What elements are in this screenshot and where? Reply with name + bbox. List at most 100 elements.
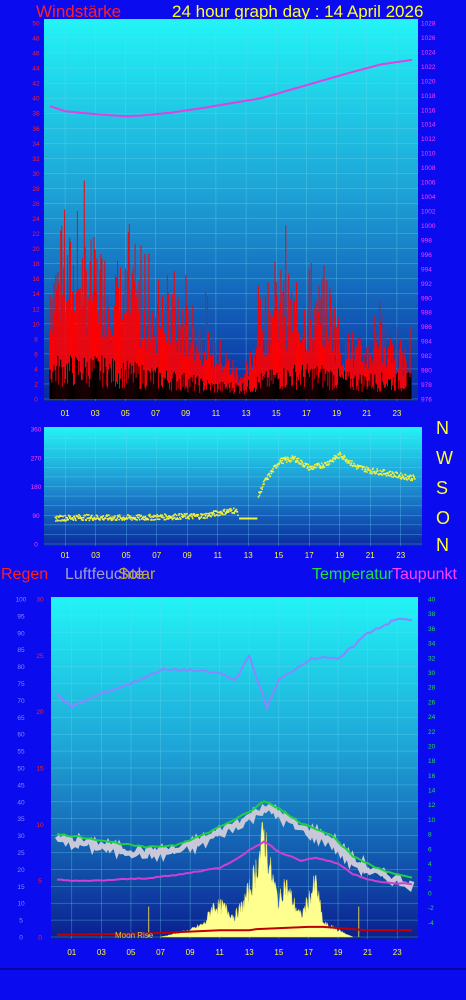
direction-point [118, 514, 121, 516]
direction-point [163, 516, 165, 519]
direction-point [68, 515, 71, 518]
direction-point [96, 515, 99, 518]
pressure-line [49, 58, 413, 118]
wind-y-tick: 30 [32, 171, 40, 178]
direction-point [164, 518, 167, 521]
wind-y-tick: 18 [32, 261, 40, 268]
humidity-y-tick: 15 [17, 884, 25, 891]
wind-y-tick: 0 [34, 397, 38, 404]
temperature-y-tick: 38 [428, 611, 436, 618]
direction-point [310, 467, 313, 470]
direction-point [174, 513, 176, 515]
direction-point [376, 470, 379, 472]
direction-point [129, 515, 131, 517]
direction-point [227, 509, 229, 512]
direction-point [226, 511, 229, 513]
humidity-y-tick: 25 [17, 850, 25, 857]
direction-point [262, 483, 264, 486]
page-title: 24 hour graph day : 14 April 2026 [172, 2, 423, 21]
temperature-y-tick: 34 [428, 641, 436, 648]
direction-point [235, 508, 238, 511]
temperature-y-tick: -2 [428, 905, 434, 912]
direction-point [107, 519, 110, 521]
direction-point [263, 479, 266, 482]
direction-point [402, 476, 405, 478]
direction-point [160, 514, 162, 516]
pressure-y-axis-labels: 976 978 980 982 984 986 988 990 992 994 996 998 1000… [421, 21, 436, 404]
direction-point [138, 518, 141, 521]
direction-point [163, 518, 166, 521]
direction-point [342, 458, 344, 460]
direction-point [259, 492, 261, 494]
direction-point [325, 462, 327, 464]
direction-point [321, 465, 324, 467]
humidity-y-tick: 90 [17, 630, 25, 637]
direction-point [133, 516, 135, 519]
direction-point [177, 518, 180, 520]
legend-solar: Solar [118, 566, 156, 583]
direction-point [322, 464, 324, 466]
temperature-y-tick: 2 [428, 876, 432, 883]
direction-point [287, 458, 289, 461]
direction-point [220, 510, 222, 513]
wind-direction-chart: 0 90 180 270 360 01 03 05 07 09 11 13 15 17 19 21 23 [31, 427, 422, 560]
pressure-y-tick: 1000 [421, 223, 436, 230]
direction-x-tick: 13 [244, 551, 253, 560]
direction-point [293, 457, 296, 459]
direction-point [356, 464, 359, 466]
direction-point [237, 514, 239, 517]
direction-point [207, 512, 209, 515]
direction-point [375, 472, 377, 474]
pressure-y-tick: 1004 [421, 194, 436, 201]
direction-point [111, 519, 114, 521]
direction-x-tick: 17 [305, 551, 314, 560]
direction-point [215, 514, 218, 516]
humidity-y-tick: 30 [17, 833, 25, 840]
direction-point [398, 475, 400, 477]
direction-point [344, 459, 347, 462]
direction-y-tick: 360 [31, 427, 42, 434]
climate-x-tick: 03 [97, 948, 106, 957]
direction-point [341, 455, 343, 458]
direction-point [187, 516, 190, 518]
direction-point [69, 515, 72, 518]
direction-point [144, 519, 146, 521]
direction-point [63, 518, 66, 521]
direction-x-axis-labels: 01 03 05 07 09 11 13 15 17 19 21 23 [61, 551, 406, 560]
wind-y-tick: 16 [32, 276, 40, 283]
direction-point [364, 468, 367, 470]
direction-point [361, 468, 364, 471]
direction-point [405, 477, 407, 479]
direction-point [355, 465, 357, 468]
pressure-y-tick: 978 [421, 382, 432, 389]
pressure-y-tick: 986 [421, 324, 432, 331]
direction-point [394, 471, 397, 473]
direction-point [345, 460, 347, 463]
direction-point [88, 519, 91, 522]
direction-point [165, 514, 167, 516]
direction-point [309, 468, 311, 471]
direction-point [270, 472, 273, 475]
direction-point [123, 519, 126, 521]
direction-point [379, 473, 381, 475]
direction-point [209, 512, 211, 514]
pressure-y-tick: 1016 [421, 107, 436, 114]
temperature-y-axis-labels: -4-2024681012141618202224262830323436384… [428, 597, 436, 927]
direction-point [271, 470, 274, 473]
direction-point [291, 455, 294, 457]
temperature-y-tick: 0 [428, 890, 432, 897]
direction-point [383, 469, 386, 471]
direction-point [382, 468, 385, 471]
humidity-y-tick: 70 [17, 698, 25, 705]
direction-point [366, 469, 369, 471]
direction-point [267, 478, 269, 480]
direction-point [173, 516, 176, 519]
direction-point [236, 511, 239, 513]
direction-point [65, 516, 67, 519]
direction-point [213, 513, 215, 515]
direction-point [227, 511, 230, 513]
direction-point [392, 476, 394, 478]
direction-point [338, 457, 340, 459]
direction-point [117, 515, 120, 518]
direction-point [212, 510, 215, 512]
